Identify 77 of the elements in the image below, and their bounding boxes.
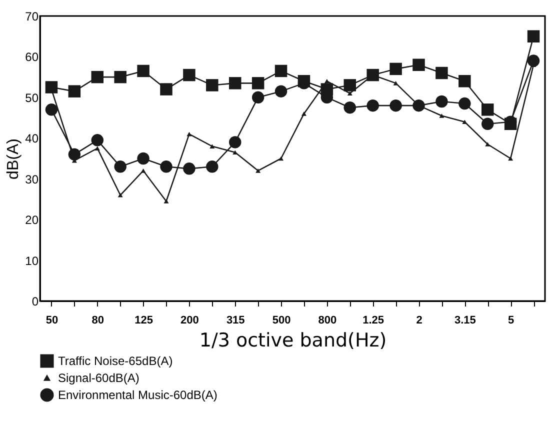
point bbox=[274, 85, 288, 98]
point bbox=[458, 97, 471, 110]
point bbox=[252, 77, 264, 90]
point bbox=[206, 79, 218, 92]
y-tick-label: 20 bbox=[25, 213, 39, 228]
point bbox=[366, 99, 379, 112]
x-tick-label: 1.25 bbox=[362, 314, 384, 326]
point bbox=[366, 68, 379, 82]
point bbox=[68, 148, 81, 161]
y-tick-label: 70 bbox=[25, 10, 39, 24]
point bbox=[462, 120, 468, 124]
point bbox=[183, 162, 196, 175]
point bbox=[439, 114, 444, 118]
point bbox=[137, 152, 150, 165]
point bbox=[344, 79, 356, 92]
point bbox=[256, 168, 261, 173]
point bbox=[347, 91, 352, 96]
point bbox=[160, 83, 172, 96]
point bbox=[527, 30, 540, 42]
point bbox=[481, 104, 494, 116]
point bbox=[164, 199, 169, 204]
point bbox=[252, 91, 264, 104]
point bbox=[183, 68, 196, 82]
point bbox=[278, 156, 284, 161]
x-tick-label: 2 bbox=[416, 314, 422, 326]
legend-label: Signal-60dB(A) bbox=[58, 371, 140, 385]
point bbox=[228, 77, 242, 90]
point bbox=[228, 136, 242, 148]
x-axis-title: 1/3 octive band(Hz) bbox=[199, 330, 387, 352]
legend-label: Environmental Music-60dB(A) bbox=[58, 388, 218, 402]
point bbox=[436, 66, 448, 80]
point bbox=[412, 58, 425, 71]
point bbox=[344, 101, 356, 114]
point bbox=[481, 118, 494, 130]
point bbox=[436, 95, 448, 108]
legend-label: Traffic Noise-65dB(A) bbox=[58, 354, 173, 368]
x-tick-label: 80 bbox=[92, 314, 104, 326]
x-tick-label: 800 bbox=[318, 314, 337, 326]
y-axis-title: dB(A) bbox=[5, 138, 22, 180]
y-tick-label: 60 bbox=[25, 50, 39, 64]
y-tick-label: 30 bbox=[25, 172, 39, 186]
x-tick-label: 500 bbox=[272, 314, 291, 326]
x-tick-label: 125 bbox=[134, 314, 153, 326]
point bbox=[527, 54, 540, 67]
point bbox=[94, 146, 100, 150]
point bbox=[508, 156, 514, 161]
point bbox=[160, 160, 172, 173]
y-tick-label: 50 bbox=[25, 90, 39, 105]
point bbox=[324, 78, 330, 84]
y-tick-label: 0 bbox=[32, 294, 39, 308]
point bbox=[210, 144, 215, 148]
point bbox=[485, 142, 490, 146]
point bbox=[68, 85, 81, 98]
point bbox=[45, 81, 58, 94]
point bbox=[393, 81, 398, 86]
point bbox=[45, 104, 58, 116]
point bbox=[390, 62, 402, 76]
y-tick-label: 10 bbox=[25, 254, 39, 268]
point bbox=[114, 160, 126, 173]
point bbox=[91, 70, 104, 84]
point bbox=[458, 75, 471, 88]
x-tick-label: 200 bbox=[180, 314, 199, 326]
point bbox=[114, 70, 126, 84]
point bbox=[390, 99, 402, 112]
point bbox=[206, 160, 218, 173]
point bbox=[91, 134, 104, 146]
point bbox=[186, 132, 192, 136]
x-tick-label: 50 bbox=[46, 314, 58, 326]
point bbox=[118, 192, 123, 198]
x-tick-label: 3.15 bbox=[454, 314, 476, 326]
point bbox=[274, 64, 288, 78]
x-tick-label: 5 bbox=[508, 314, 514, 326]
point bbox=[137, 64, 150, 78]
point bbox=[301, 112, 306, 116]
y-tick-label: 40 bbox=[25, 132, 39, 146]
point bbox=[140, 168, 146, 173]
x-tick-label: 315 bbox=[226, 314, 245, 326]
